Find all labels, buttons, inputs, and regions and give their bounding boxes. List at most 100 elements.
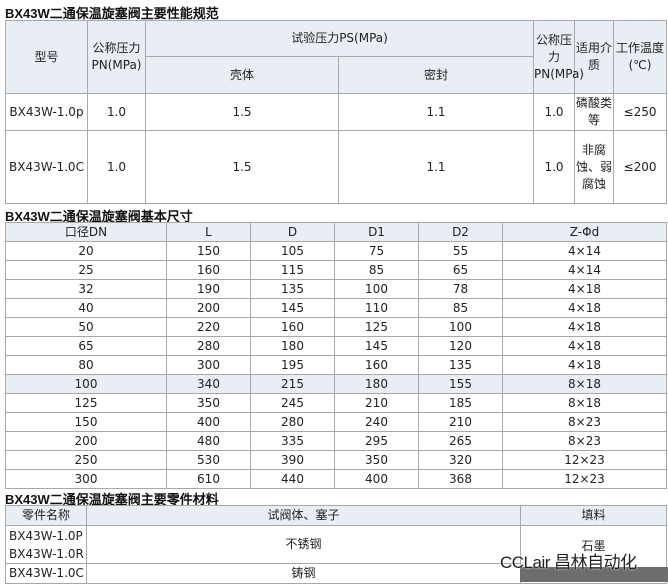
dims-cell: 25	[5, 260, 167, 280]
cell-pn: 1.0	[87, 93, 146, 131]
dims-header: L	[166, 222, 251, 242]
dims-cell: 8×18	[502, 393, 667, 413]
dims-cell: 150	[166, 241, 251, 261]
dims-cell: 4×18	[502, 355, 667, 375]
header-test-pressure: 试验压力PS(MPa)	[145, 20, 534, 57]
cell-shell: 1.5	[145, 130, 339, 204]
dims-cell: 180	[334, 374, 419, 394]
dims-cell: 400	[166, 412, 251, 432]
spec-table: 型号 公称压力PN(MPa) 试验压力PS(MPa) 公称压力PN(MPa) 适…	[5, 20, 667, 204]
header-part-name: 零件名称	[5, 505, 87, 526]
table-row: 125 350 245 210 185 8×18	[5, 393, 667, 413]
dims-cell: 610	[166, 469, 251, 489]
table-row: 100 340 215 180 155 8×18	[5, 374, 667, 394]
cell-model: BX43W-1.0C	[5, 130, 88, 204]
table-row: BX43W-1.0p 1.0 1.5 1.1 1.0 磷酸类等 ≤250	[5, 93, 667, 131]
dims-title: BX43W二通保温旋塞阀基本尺寸	[5, 209, 193, 224]
dims-cell: 125	[5, 393, 167, 413]
dims-cell: 335	[250, 431, 335, 451]
dims-cell: 245	[250, 393, 335, 413]
dims-cell: 295	[334, 431, 419, 451]
dims-cell: 65	[418, 260, 503, 280]
table-row: 32 190 135 100 78 4×18	[5, 279, 667, 299]
table-row: 250 530 390 350 320 12×23	[5, 450, 667, 470]
dims-cell: 100	[5, 374, 167, 394]
dims-cell: 190	[166, 279, 251, 299]
dims-cell: 300	[5, 469, 167, 489]
watermark-logo: CCLair 昌林自动化	[500, 553, 637, 572]
header-temp: 工作温度(℃)	[613, 20, 667, 94]
dims-cell: 300	[166, 355, 251, 375]
dims-cell: 4×18	[502, 279, 667, 299]
table-row: 200 480 335 295 265 8×23	[5, 431, 667, 451]
cell-temp: ≤200	[613, 130, 667, 204]
dims-cell: 75	[334, 241, 419, 261]
dims-cell: 4×14	[502, 241, 667, 261]
dims-cell: 160	[250, 317, 335, 337]
dims-cell: 200	[5, 431, 167, 451]
dims-cell: 210	[334, 393, 419, 413]
dims-header: D1	[334, 222, 419, 242]
cell-shell: 1.5	[145, 93, 339, 131]
dims-cell: 180	[250, 336, 335, 356]
cell-model: BX43W-1.0C	[5, 563, 87, 584]
dims-cell: 390	[250, 450, 335, 470]
header-body-plug: 试阀体、塞子	[86, 505, 521, 526]
header-pn: 公称压力PN(MPa)	[87, 20, 146, 94]
dims-cell: 20	[5, 241, 167, 261]
dims-cell: 50	[5, 317, 167, 337]
dims-cell: 135	[250, 279, 335, 299]
table-row: 80 300 195 160 135 4×18	[5, 355, 667, 375]
dims-cell: 368	[418, 469, 503, 489]
dims-cell: 120	[418, 336, 503, 356]
dims-cell: 145	[250, 298, 335, 318]
dims-cell: 160	[334, 355, 419, 375]
dims-cell: 80	[5, 355, 167, 375]
dims-cell: 150	[5, 412, 167, 432]
dims-cell: 195	[250, 355, 335, 375]
header-seal: 密封	[338, 56, 534, 94]
header-model: 型号	[5, 20, 88, 94]
dims-cell: 280	[166, 336, 251, 356]
dims-cell: 40	[5, 298, 167, 318]
dims-cell: 320	[418, 450, 503, 470]
dims-cell: 12×23	[502, 450, 667, 470]
dims-cell: 65	[5, 336, 167, 356]
dims-cell: 135	[418, 355, 503, 375]
dims-cell: 240	[334, 412, 419, 432]
dims-cell: 265	[418, 431, 503, 451]
watermark-bar	[520, 567, 668, 582]
dims-cell: 200	[166, 298, 251, 318]
dims-cell: 160	[166, 260, 251, 280]
dims-cell: 250	[5, 450, 167, 470]
dims-cell: 8×23	[502, 412, 667, 432]
dims-cell: 55	[418, 241, 503, 261]
dims-table: 口径DN L D D1 D2 Z-Φd 20 150 105 75 55 4×14 25 160 115 8…	[5, 222, 667, 489]
dims-cell: 350	[166, 393, 251, 413]
header-shell: 壳体	[145, 56, 339, 94]
cell-model: BX43W-1.0R	[9, 546, 84, 561]
dims-cell: 100	[418, 317, 503, 337]
dims-cell: 4×18	[502, 317, 667, 337]
dims-cell: 115	[250, 260, 335, 280]
dims-cell: 125	[334, 317, 419, 337]
dims-cell: 8×23	[502, 431, 667, 451]
dims-header: Z-Φd	[502, 222, 667, 242]
dims-cell: 350	[334, 450, 419, 470]
dims-cell: 220	[166, 317, 251, 337]
header-medium: 适用介质	[574, 20, 614, 94]
dims-cell: 215	[250, 374, 335, 394]
header-packing: 填料	[520, 505, 667, 526]
cell-pn2: 1.0	[533, 130, 575, 204]
header-pn2: 公称压力PN(MPa)	[533, 20, 584, 94]
dims-cell: 185	[418, 393, 503, 413]
dims-cell: 4×18	[502, 298, 667, 318]
cell-body: 不锈钢	[86, 525, 521, 564]
table-row: 65 280 180 145 120 4×18	[5, 336, 667, 356]
dims-cell: 105	[250, 241, 335, 261]
dims-cell: 280	[250, 412, 335, 432]
dims-cell: 480	[166, 431, 251, 451]
dims-cell: 32	[5, 279, 167, 299]
dims-cell: 400	[334, 469, 419, 489]
table-row: 300 610 440 400 368 12×23	[5, 469, 667, 489]
